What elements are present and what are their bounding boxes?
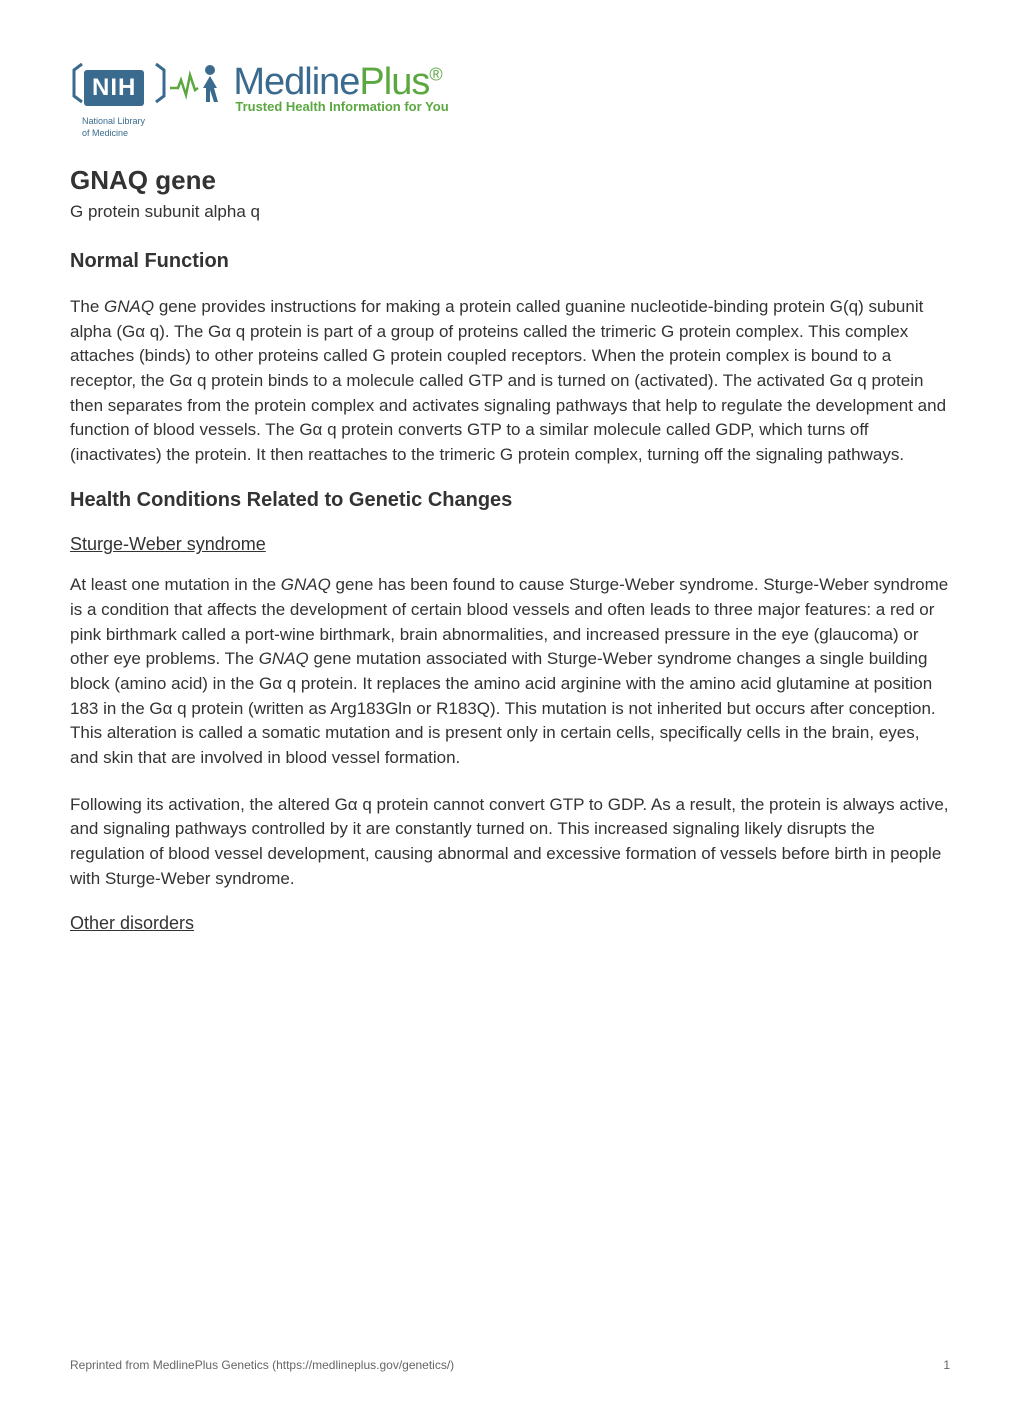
heartbeat-person-icon (168, 60, 228, 115)
section-heading-normal-function: Normal Function (70, 250, 950, 273)
footer-source: Reprinted from MedlinePlus Genetics (htt… (70, 1358, 454, 1372)
registered-symbol: ® (429, 64, 441, 84)
plus-word: Plus (359, 61, 429, 103)
page-subtitle: G protein subunit alpha q (70, 202, 950, 222)
page-footer: Reprinted from MedlinePlus Genetics (htt… (70, 1358, 950, 1372)
logo-container: NIH MedlinePlus® Trusted Health Informat… (70, 60, 950, 115)
medlineplus-logo: MedlinePlus® Trusted Health Information … (168, 60, 448, 115)
medlineplus-title: MedlinePlus® (233, 61, 448, 104)
nih-bracket-right-icon (154, 62, 168, 113)
nih-logo: NIH (84, 70, 144, 106)
section-heading-health-conditions: Health Conditions Related to Genetic Cha… (70, 489, 950, 512)
subsection-sturge-weber: Sturge-Weber syndrome (70, 534, 950, 555)
normal-function-paragraph: The GNAQ gene provides instructions for … (70, 295, 950, 467)
nih-subtitle-line2: of Medicine (82, 129, 145, 139)
sturge-weber-paragraph-1: At least one mutation in the GNAQ gene h… (70, 573, 950, 770)
page-title: GNAQ gene (70, 165, 950, 196)
footer-page-number: 1 (943, 1358, 950, 1372)
medline-word: Medline (233, 61, 359, 103)
medlineplus-text: MedlinePlus® Trusted Health Information … (233, 61, 448, 114)
nih-subtitle-wrapper: National Library of Medicine (82, 115, 145, 139)
nih-logo-wrapper: NIH (70, 62, 168, 113)
nih-text: NIH (84, 70, 144, 106)
nih-bracket-left-icon (70, 62, 84, 113)
subsection-other-disorders: Other disorders (70, 913, 950, 934)
nih-subtitle-line1: National Library (82, 117, 145, 127)
tagline: Trusted Health Information for You (235, 99, 448, 114)
sturge-weber-paragraph-2: Following its activation, the altered Gα… (70, 793, 950, 892)
